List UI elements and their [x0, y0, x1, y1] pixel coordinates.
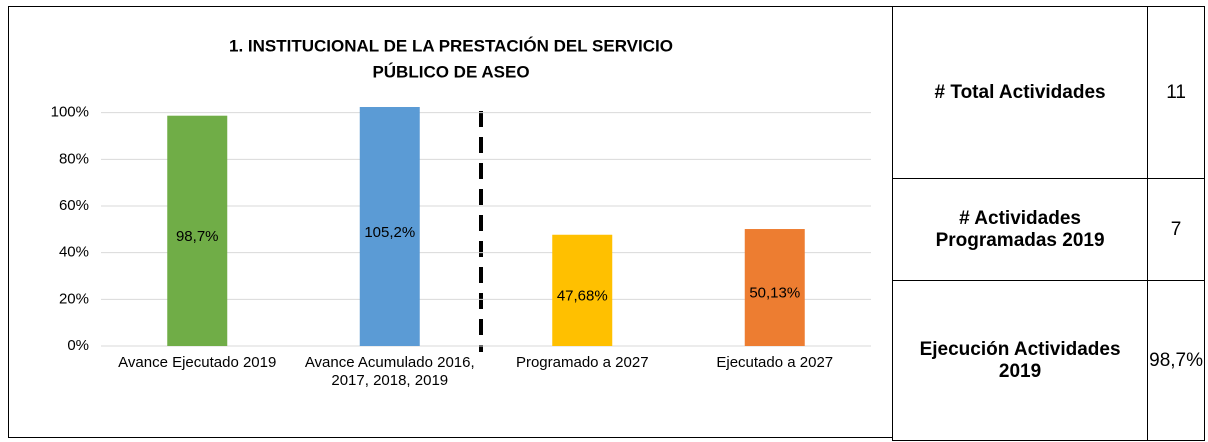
chart-title: 1. INSTITUCIONAL DE LA PRESTACIÓN DEL SE…: [229, 36, 673, 55]
bar: [167, 115, 228, 346]
y-tick-label: 40%: [59, 244, 89, 261]
cell: Ejecución Actividades 2019: [891, 280, 1149, 441]
y-tick-label: 20%: [59, 290, 89, 307]
bar: [359, 107, 420, 346]
cell: # Actividades Programadas 2019: [891, 178, 1149, 281]
value-label: 98,7%: [176, 228, 219, 245]
bar: [552, 234, 613, 346]
bar: [744, 229, 805, 346]
y-tick-label: 80%: [59, 150, 89, 167]
x-tick-label: Programado a 2027: [515, 354, 649, 371]
x-tick-label: Avance Ejecutado 2019: [118, 354, 277, 371]
chart-title: PÚBLICO DE ASEO: [372, 62, 529, 81]
y-tick-label: 0%: [67, 337, 89, 354]
value-label: 50,13%: [749, 284, 800, 301]
cell: 11: [1147, 6, 1205, 179]
x-tick-label: Avance Acumulado 2016, 2017, 2018, 2019: [304, 354, 475, 389]
y-tick-label: 60%: [59, 197, 89, 214]
y-tick-label: 100%: [51, 104, 89, 121]
chart-frame: 1. INSTITUCIONAL DE LA PRESTACIÓN DEL SE…: [8, 6, 893, 438]
cell: 7: [1147, 178, 1205, 281]
cell: 98,7%: [1147, 280, 1205, 441]
x-tick-label: Ejecutado a 2027: [716, 354, 834, 371]
chart: 1. INSTITUCIONAL DE LA PRESTACIÓN DEL SE…: [51, 36, 871, 354]
value-label: 47,68%: [557, 287, 608, 304]
cell: # Total Actividades: [891, 6, 1149, 179]
value-label: 105,2%: [364, 224, 415, 241]
summary-table: # Total Actividades 11 # Actividades Prog…: [891, 6, 1205, 441]
